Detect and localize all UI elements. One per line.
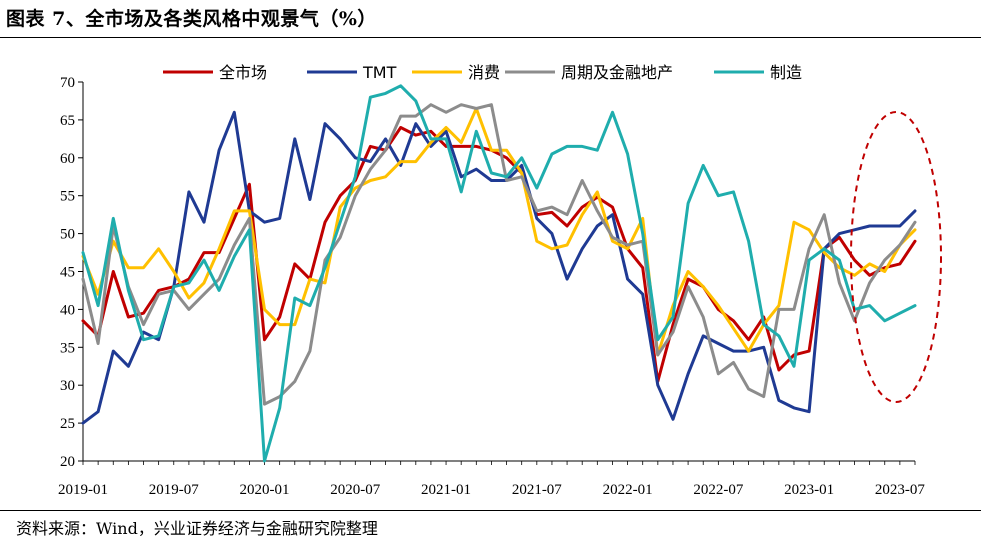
- line-chart: 全市场 TMT 消费 周期及金融地产 制造 20 25 30 35 40 45 50 55 60 65 70…: [58, 63, 942, 498]
- x-tick-label: 2022-01: [603, 482, 653, 498]
- y-tick-label: 70: [60, 75, 75, 91]
- y-tick-label: 65: [60, 113, 75, 129]
- highlight-ellipse: [850, 111, 942, 403]
- x-tick-label: 2023-07: [875, 482, 925, 498]
- chart-title: 图表 7、全市场及各类风格中观景气（%）: [6, 8, 377, 30]
- legend-label: 制造: [770, 63, 802, 82]
- chart-legend: 全市场 TMT 消费 周期及金融地产 制造: [163, 63, 802, 82]
- x-tick-label: 2022-07: [693, 482, 743, 498]
- x-tick-label: 2019-01: [58, 482, 108, 498]
- y-tick-label: 40: [60, 302, 75, 318]
- x-tick-label: 2021-07: [512, 482, 562, 498]
- series-line-1: [81, 126, 917, 383]
- x-tick-label: 2023-01: [784, 482, 834, 498]
- legend-label: 周期及金融地产: [561, 63, 673, 82]
- y-tick-label: 55: [60, 189, 75, 205]
- plot-area: 20 25 30 35 40 45 50 55 60 65 70 2019-01 2019-07 2020…: [58, 75, 942, 498]
- y-tick-label: 35: [60, 340, 75, 356]
- y-tick-label: 30: [60, 378, 75, 394]
- y-tick-label: 60: [60, 151, 75, 167]
- series-line-5: [81, 84, 917, 463]
- y-tick-label: 20: [60, 454, 75, 470]
- x-tick-label: 2019-07: [149, 482, 199, 498]
- series-line-4: [81, 103, 917, 406]
- legend-label: 消费: [468, 63, 500, 82]
- y-tick-label: 45: [60, 265, 75, 281]
- legend-label: 全市场: [219, 63, 267, 82]
- x-tick-label: 2020-07: [330, 482, 380, 498]
- x-tick-label: 2020-01: [240, 482, 290, 498]
- source-rule: [0, 510, 981, 511]
- title-rule: [0, 37, 981, 38]
- series-line-2: [81, 110, 917, 425]
- x-tick-label: 2021-01: [421, 482, 471, 498]
- y-tick-label: 25: [60, 416, 75, 432]
- y-tick-label: 50: [60, 227, 75, 243]
- legend-label: TMT: [362, 63, 397, 82]
- source-note: 资料来源：Wind，兴业证券经济与金融研究院整理: [16, 519, 378, 538]
